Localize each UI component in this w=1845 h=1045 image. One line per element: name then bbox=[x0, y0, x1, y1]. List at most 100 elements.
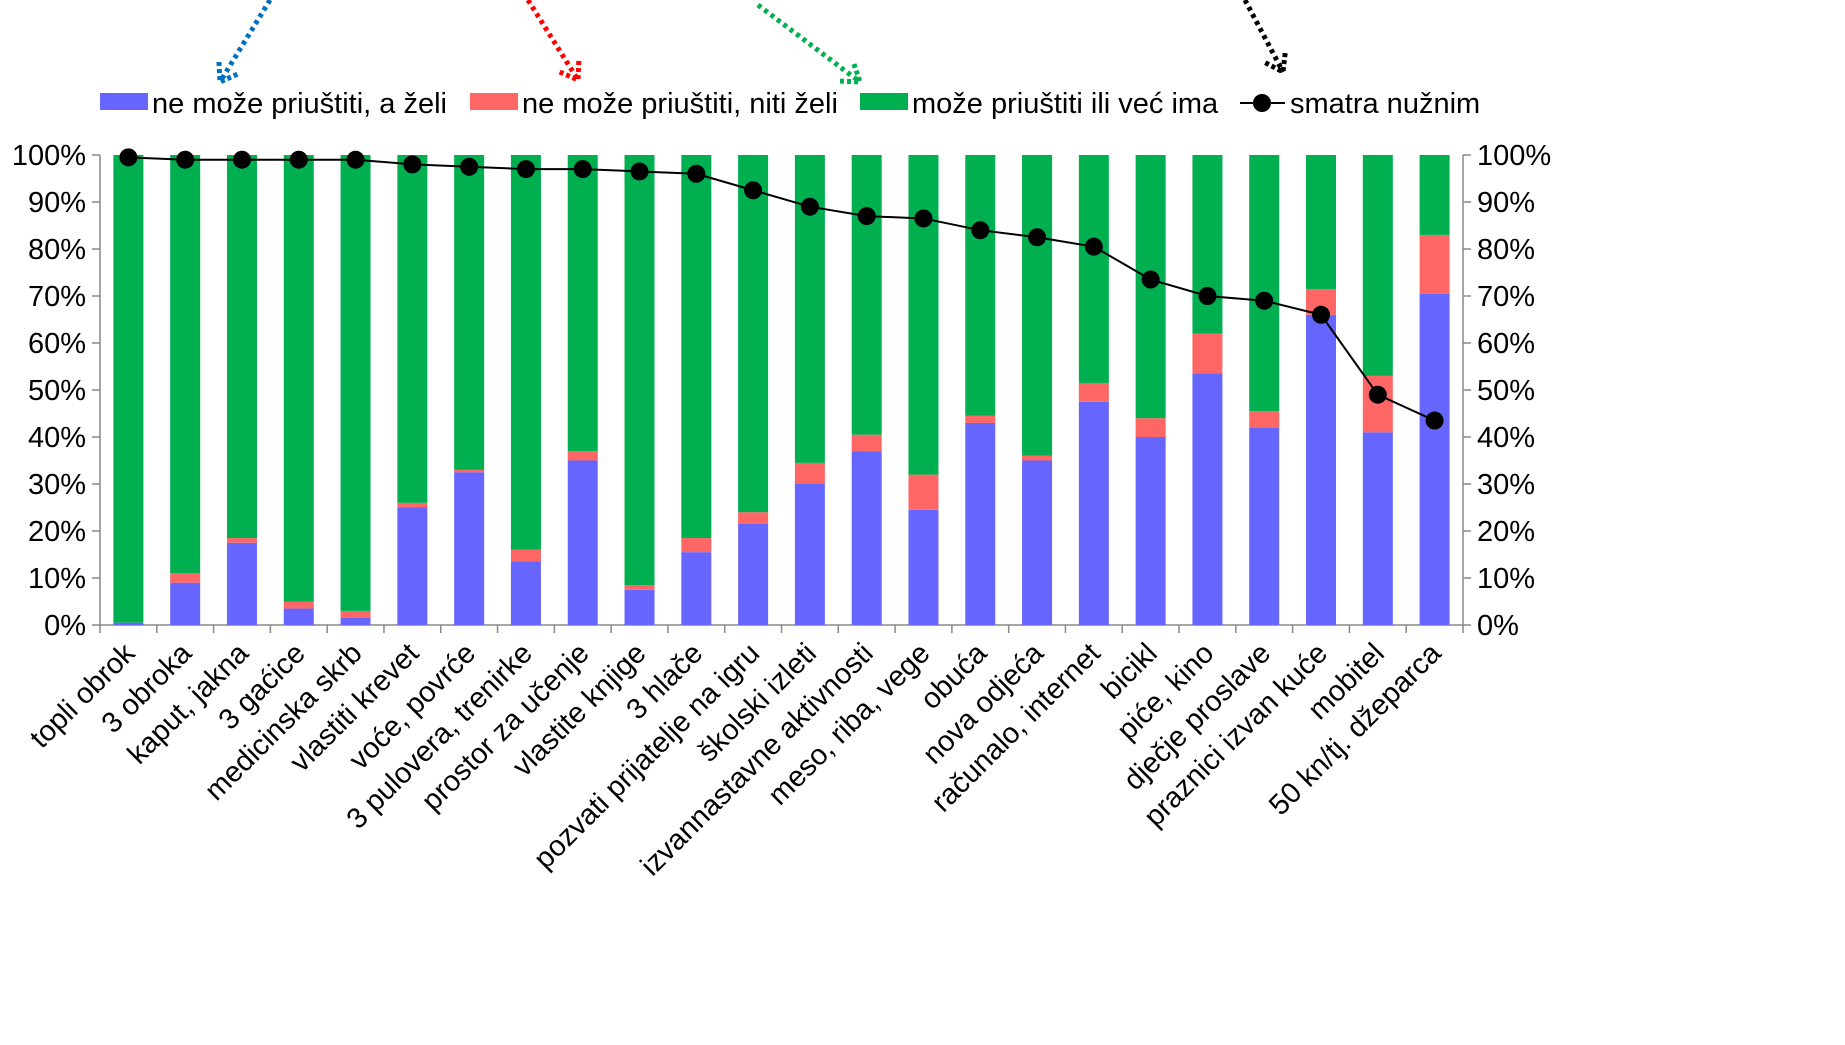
right-tick-label: 20% bbox=[1477, 516, 1535, 548]
bar-segment-series-1 bbox=[397, 502, 428, 508]
line-point bbox=[687, 164, 706, 183]
bar-segment-series-2 bbox=[1022, 155, 1053, 456]
bar-segment-series-0 bbox=[794, 484, 825, 625]
left-tick-label: 50% bbox=[28, 375, 86, 407]
pointer-arrow-line bbox=[217, 0, 273, 84]
legend-label-0: ne može priuštiti, a želi bbox=[152, 88, 447, 120]
bar-segment-series-0 bbox=[113, 622, 144, 625]
left-tick-label: 0% bbox=[44, 610, 86, 642]
bar-segment-series-2 bbox=[1078, 155, 1109, 383]
bar-segment-series-1 bbox=[1192, 333, 1223, 374]
legend-swatch-1 bbox=[470, 93, 518, 110]
bar-segment-series-0 bbox=[567, 460, 598, 625]
legend-line-marker bbox=[1253, 94, 1271, 112]
bar-segment-series-0 bbox=[681, 552, 712, 625]
right-tick-label: 0% bbox=[1477, 610, 1519, 642]
bar-segment-series-2 bbox=[454, 155, 485, 470]
legend-label-1: ne može priuštiti, niti želi bbox=[522, 88, 838, 120]
right-tick-label: 10% bbox=[1477, 563, 1535, 595]
left-tick-label: 80% bbox=[28, 234, 86, 266]
line-point bbox=[1028, 228, 1047, 247]
bar-segment-series-2 bbox=[397, 155, 428, 503]
line-point bbox=[1368, 385, 1387, 404]
bar-segment-series-0 bbox=[226, 542, 257, 625]
right-tick-label: 60% bbox=[1477, 328, 1535, 360]
bar-segment-series-2 bbox=[226, 155, 257, 539]
bar-segment-series-0 bbox=[170, 582, 201, 625]
line-point bbox=[289, 150, 308, 169]
bar-segment-series-0 bbox=[1022, 460, 1053, 625]
line-point bbox=[800, 197, 819, 216]
bar-segment-series-2 bbox=[1306, 155, 1337, 289]
bar-segment-series-1 bbox=[510, 549, 541, 562]
left-tick-label: 70% bbox=[28, 281, 86, 313]
left-tick-label: 60% bbox=[28, 328, 86, 360]
bar-segment-series-0 bbox=[738, 523, 769, 625]
bar-segment-series-2 bbox=[908, 155, 939, 475]
line-point bbox=[971, 221, 990, 240]
line-point bbox=[857, 207, 876, 226]
bar-segment-series-0 bbox=[1249, 427, 1280, 625]
bar-segment-series-1 bbox=[1249, 411, 1280, 428]
left-tick-label: 40% bbox=[28, 422, 86, 454]
bar-segment-series-0 bbox=[510, 561, 541, 625]
axes: 0% 10% 20% 30% 40% 50% 60% 70% 80% 90% 100% 0% 10% 20… bbox=[12, 140, 1551, 642]
legend-label-2: može priuštiti ili već ima bbox=[912, 88, 1219, 120]
bar-segment-series-2 bbox=[340, 155, 371, 611]
bar-segment-series-0 bbox=[340, 617, 371, 625]
line-point bbox=[573, 160, 592, 179]
right-tick-label: 50% bbox=[1477, 375, 1535, 407]
bar-segment-series-2 bbox=[624, 155, 655, 586]
right-tick-label: 70% bbox=[1477, 281, 1535, 313]
bars bbox=[113, 155, 1450, 625]
line-point bbox=[744, 181, 763, 200]
bar-segment-series-2 bbox=[1419, 155, 1450, 235]
bar-segment-series-2 bbox=[1362, 155, 1393, 376]
pointer-arrow-line bbox=[525, 0, 581, 82]
bar-segment-series-2 bbox=[965, 155, 996, 416]
line-point bbox=[346, 150, 365, 169]
bar-segment-series-1 bbox=[170, 573, 201, 583]
bar-segment-series-0 bbox=[851, 451, 882, 625]
bar-segment-series-1 bbox=[454, 469, 485, 473]
bar-segment-series-1 bbox=[226, 538, 257, 543]
bar-segment-series-1 bbox=[624, 585, 655, 590]
bar-segment-series-2 bbox=[170, 155, 201, 574]
left-tick-label: 90% bbox=[28, 187, 86, 219]
line-point bbox=[403, 155, 422, 174]
line-point bbox=[1084, 237, 1103, 256]
bar-segment-series-2 bbox=[113, 155, 144, 623]
line-point bbox=[914, 209, 933, 228]
bar-segment-series-1 bbox=[1135, 418, 1166, 437]
legend: ne može priuštiti, a želi ne može priušti… bbox=[100, 88, 1480, 120]
bar-segment-series-2 bbox=[1249, 155, 1280, 412]
bar-segment-series-0 bbox=[965, 422, 996, 625]
bar-segment-series-0 bbox=[1362, 432, 1393, 625]
left-tick-label: 10% bbox=[28, 563, 86, 595]
right-tick-label: 100% bbox=[1477, 140, 1551, 172]
bar-segment-series-1 bbox=[681, 538, 712, 553]
bar-segment-series-1 bbox=[965, 415, 996, 423]
line-point bbox=[1312, 305, 1331, 324]
line-point bbox=[516, 160, 535, 179]
bar-segment-series-1 bbox=[283, 601, 314, 609]
bar-segment-series-1 bbox=[1078, 382, 1109, 402]
left-tick-label: 30% bbox=[28, 469, 86, 501]
line-point bbox=[1198, 287, 1217, 305]
bar-segment-series-1 bbox=[851, 434, 882, 452]
bar-segment-series-0 bbox=[1078, 401, 1109, 625]
line-point bbox=[630, 162, 649, 181]
line-point bbox=[119, 148, 138, 167]
bar-segment-series-0 bbox=[1192, 373, 1223, 625]
smatra-nuznim-line bbox=[119, 148, 1444, 430]
bar-segment-series-2 bbox=[1192, 155, 1223, 334]
left-tick-label: 20% bbox=[28, 516, 86, 548]
bar-segment-series-2 bbox=[681, 155, 712, 539]
bar-segment-series-1 bbox=[794, 462, 825, 484]
line-point bbox=[232, 150, 251, 169]
line-point bbox=[1425, 411, 1444, 430]
bar-segment-series-1 bbox=[1022, 455, 1053, 461]
bar-segment-series-0 bbox=[1419, 293, 1450, 625]
